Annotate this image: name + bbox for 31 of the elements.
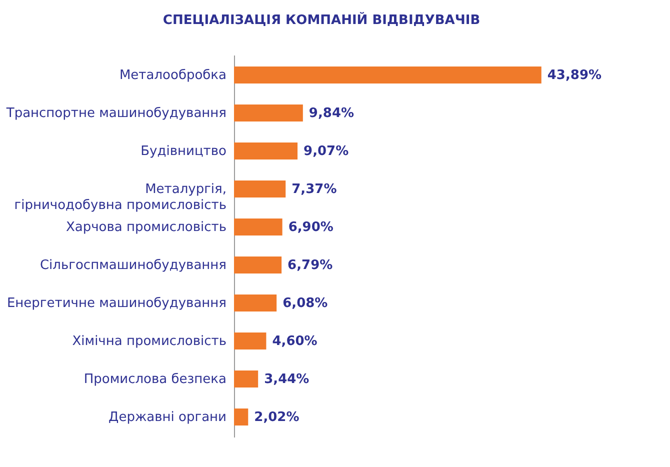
y-tick-label: Металообробка [119,68,226,83]
y-tick-label: Транспортне машинобудування [5,106,226,121]
data-label: 9,07% [304,144,349,159]
bar [234,104,303,122]
y-tick-label: Державні органи [108,410,226,426]
y-tick-label: Промислова безпека [84,372,226,388]
bar [234,180,286,198]
y-tick-label: Харчова промисловість [66,220,226,235]
y-tick-label: Будівництво [140,144,227,159]
data-label: 4,60% [272,334,318,350]
bar [234,66,542,84]
bar [234,218,282,236]
data-label: 7,37% [292,182,337,197]
data-label: 43,89% [547,68,602,83]
data-label: 6,79% [288,258,333,274]
chart-title: СПЕЦІАЛІЗАЦІЯ КОМПАНІЙ ВІДВІДУВАЧІВ [162,11,480,28]
bar [234,408,248,426]
bar [234,256,282,274]
data-label: 9,84% [308,106,354,121]
bar [234,142,298,160]
bar [234,370,258,388]
y-tick-label: Металургія, гірничодобувна промисловість [14,182,226,213]
data-label: 6,90% [288,220,334,235]
bar [234,332,266,350]
y-tick-label: Сільгоспмашинобудування [40,258,226,274]
data-label: 3,44% [264,372,310,388]
y-tick-label: Хімічна промисловість [72,334,226,350]
y-tick-label: Енергетичне машинобудування [6,296,226,312]
data-label: 6,08% [282,296,328,312]
bar [234,294,277,312]
data-label: 2,02% [254,410,300,426]
